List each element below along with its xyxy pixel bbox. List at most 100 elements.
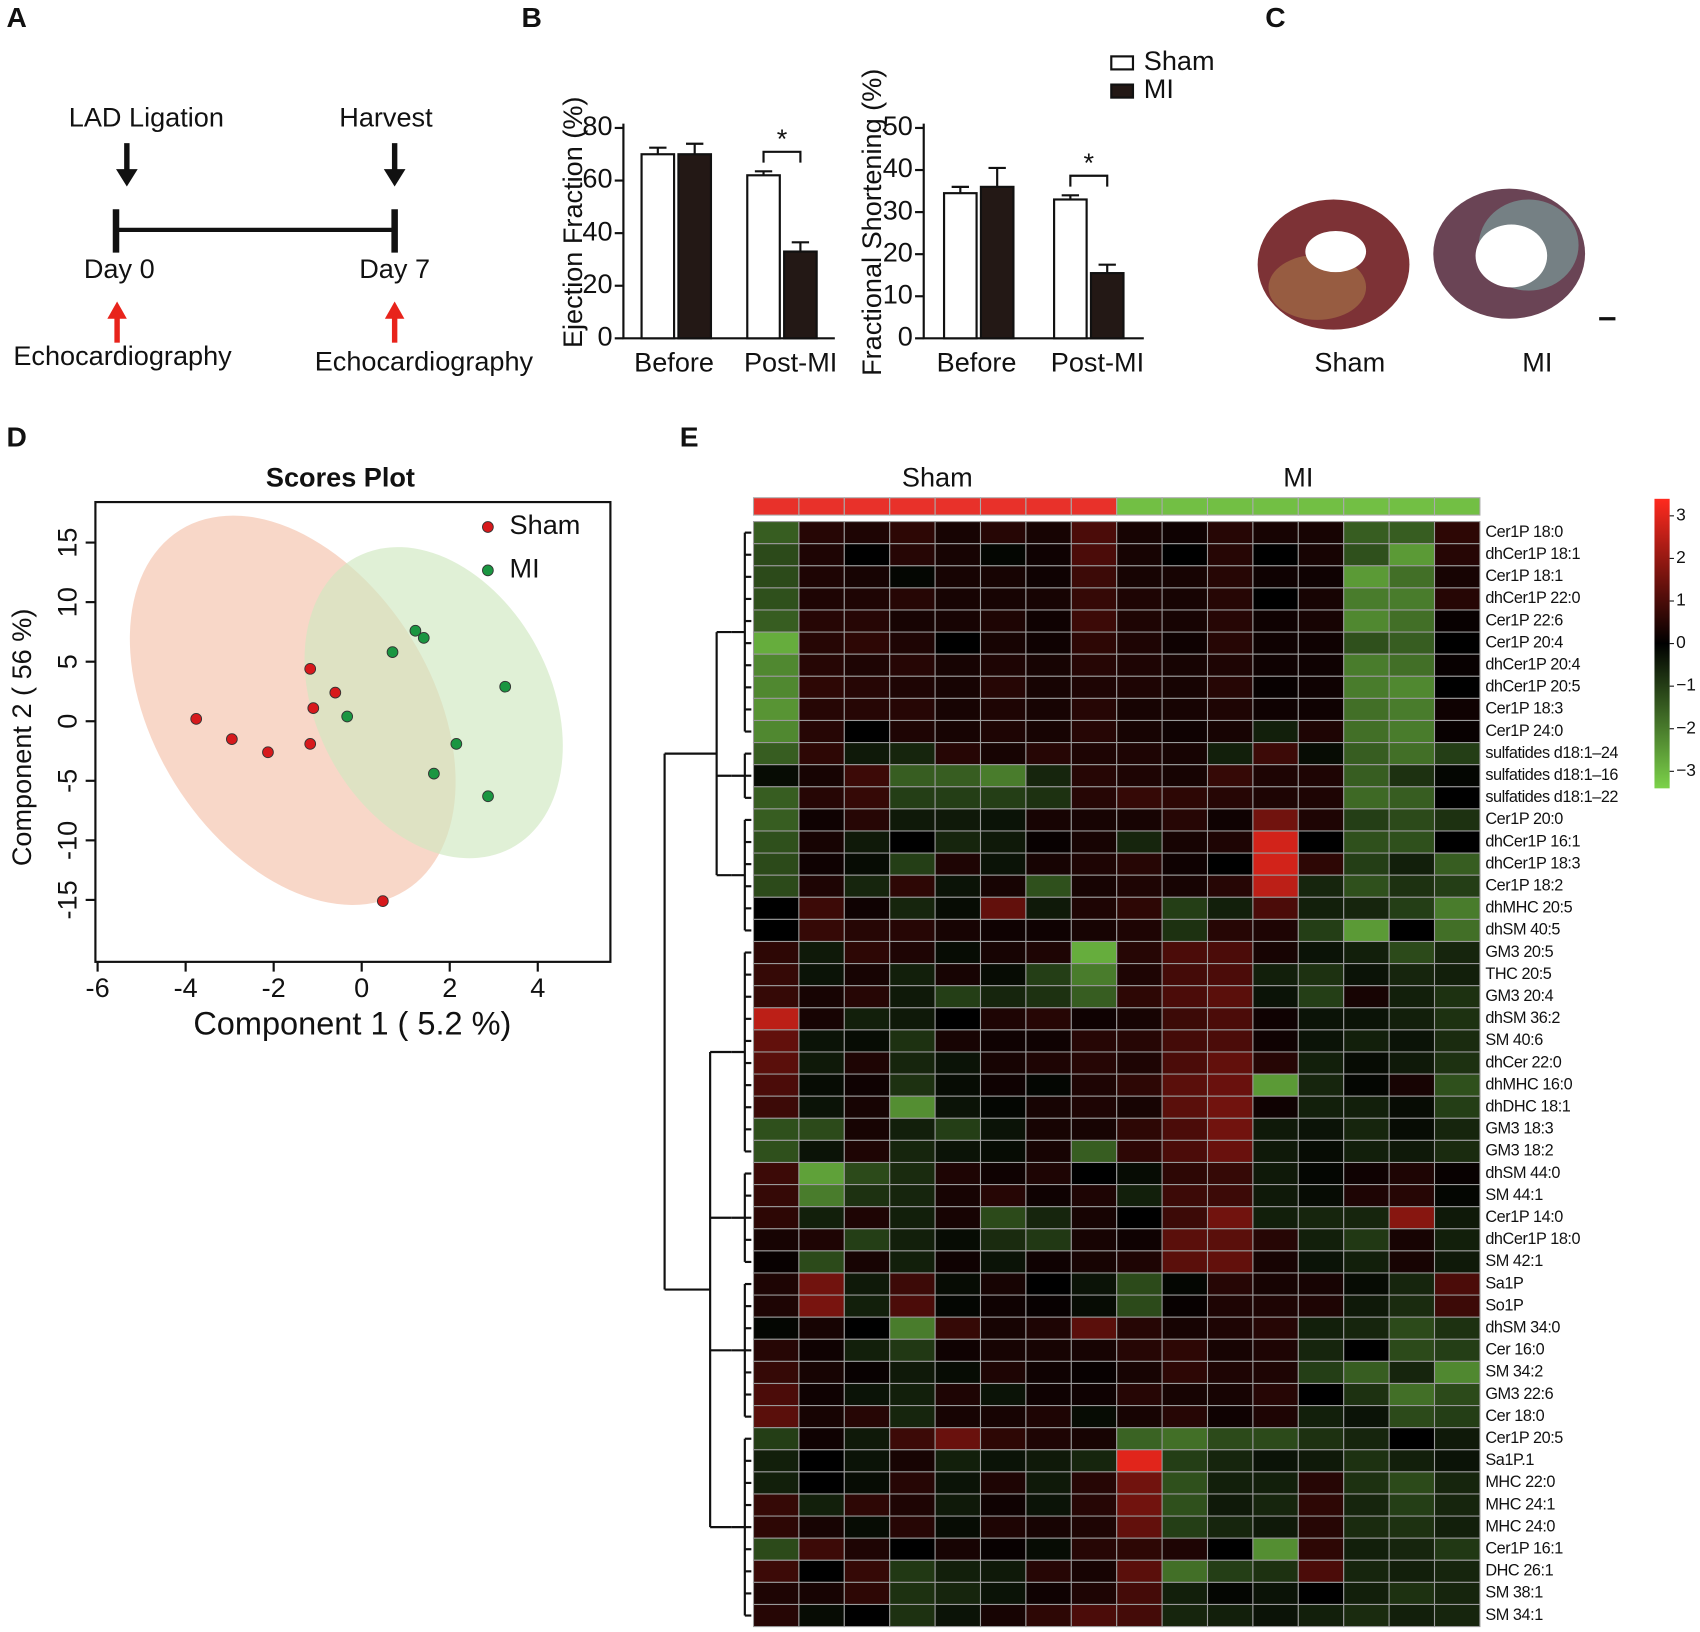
- heatmap-cell: [1388, 1250, 1436, 1274]
- heatmap-cell: [1116, 697, 1163, 722]
- heatmap-cell: [979, 697, 1027, 722]
- heatmap-cell: [979, 609, 1027, 633]
- heatmap-cell: [1433, 1405, 1481, 1429]
- y-tick-label: 15: [52, 527, 83, 557]
- heatmap-cell: [752, 1206, 800, 1230]
- heatmap-cell: [1116, 1427, 1163, 1451]
- y-tick-label: 60: [582, 163, 612, 194]
- heatmap-cell: [889, 675, 936, 699]
- heatmap-cell: [752, 1095, 800, 1119]
- legend-label: Sham: [510, 509, 581, 540]
- bar: [979, 185, 1015, 340]
- heatmap-cell: [1297, 786, 1345, 810]
- heatmap-cell: [843, 1537, 891, 1561]
- heatmap-cell: [1252, 1360, 1299, 1385]
- heatmap-cell: [1025, 786, 1072, 810]
- heatmap-cell: [979, 1603, 1027, 1628]
- heatmap-cell: [1116, 1382, 1163, 1407]
- heatmap-cell: [1116, 587, 1163, 611]
- heatmap-cell: [843, 874, 891, 898]
- heatmap-cell: [1297, 940, 1345, 965]
- heatmap-cell: [1297, 565, 1345, 589]
- heatmap-cell: [1433, 1117, 1481, 1141]
- heatmap-cell: [752, 521, 800, 545]
- heatmap-cell: [934, 1272, 982, 1296]
- heatmap-cell: [1433, 1206, 1481, 1230]
- heatmap-cell: [1206, 1029, 1254, 1053]
- heatmap-cell: [979, 808, 1027, 832]
- heatmap-cell: [1343, 587, 1390, 611]
- point: [307, 702, 320, 714]
- heatmap-cell: [979, 1581, 1027, 1606]
- heatmap-cell: [1252, 1493, 1299, 1517]
- legend-label: Sham: [1144, 45, 1215, 76]
- heatmap-cell: [843, 742, 891, 766]
- heatmap-cell: [1252, 1338, 1299, 1362]
- heatmap-cell: [1116, 764, 1163, 788]
- heatmap-cell: [1297, 1073, 1345, 1097]
- heatmap-cell: [1206, 1581, 1254, 1606]
- x-tick-label: Post-MI: [744, 347, 837, 378]
- heatmap-cell: [1161, 1228, 1209, 1252]
- heatmap-cell: [1116, 1184, 1163, 1208]
- x-tick-label: -6: [86, 972, 110, 1003]
- heatmap-cell: [1070, 521, 1118, 545]
- heatmap-cell: [1116, 1405, 1163, 1429]
- heatmap-cell: [1433, 786, 1481, 810]
- heatmap-cell: [843, 1272, 891, 1296]
- heatmap-cell: [1116, 675, 1163, 699]
- heatmap-cell: [752, 653, 800, 677]
- heatmap-cell: [1297, 1228, 1345, 1252]
- heatmap-cell: [843, 653, 891, 677]
- heatmap-cell: [1206, 1272, 1254, 1296]
- heatmap-cell: [752, 1449, 800, 1473]
- heatmap-cell: [752, 543, 800, 567]
- heatmap-cell: [798, 1603, 845, 1628]
- heatmap-cell: [1343, 1228, 1390, 1252]
- heatmap-cell: [752, 852, 800, 876]
- heatmap-cell: [1025, 1603, 1072, 1628]
- heatmap-cell: [843, 1471, 891, 1495]
- heatmap-cell: [1025, 874, 1072, 898]
- heatmap-cell: [1206, 587, 1254, 611]
- point: [262, 746, 274, 759]
- heatmap-cell: [1252, 1382, 1299, 1407]
- heatmap-cell: [1206, 830, 1254, 854]
- group-cell: [843, 497, 891, 516]
- y-axis-label: Fractional Shortening (%): [856, 69, 887, 376]
- heatmap-cell: [934, 830, 982, 854]
- heatmap-cell: [1343, 1029, 1390, 1053]
- heatmap-cell: [752, 1117, 800, 1141]
- heatmap-cell: [1433, 1007, 1481, 1031]
- heatmap-cell: [843, 786, 891, 810]
- heatmap-cell: [934, 1051, 982, 1075]
- dendrogram-branch: [731, 1173, 746, 1262]
- heatmap-cell: [889, 719, 936, 744]
- heatmap-cell: [979, 1073, 1027, 1097]
- y-tick-label: -15: [52, 880, 83, 919]
- heatmap-cell: [1343, 1272, 1390, 1296]
- heatmap-cell: [934, 918, 982, 943]
- heatmap-cell: [798, 609, 845, 633]
- heatmap-cell: [1343, 565, 1390, 589]
- heatmap-cell: [1161, 1161, 1209, 1186]
- heatmap-cell: [1252, 1007, 1299, 1031]
- heatmap-cell: [843, 764, 891, 788]
- heatmap-cell: [889, 1007, 936, 1031]
- heatmap-cell: [1433, 1471, 1481, 1495]
- heatmap-cell: [934, 543, 982, 567]
- heatmap-cell: [1116, 1515, 1163, 1539]
- legend-swatch: [1110, 83, 1135, 99]
- heatmap-cell: [752, 587, 800, 611]
- bar: [1053, 198, 1088, 340]
- dendrogram-branch: [663, 752, 717, 1291]
- heatmap-cell: [752, 1515, 800, 1539]
- heatmap-cell: [1025, 940, 1072, 965]
- heatmap-cell: [1252, 808, 1299, 832]
- heatmap-cell: [889, 1161, 936, 1186]
- heatmap-cell: [752, 1228, 800, 1252]
- y-tick-label: 80: [582, 110, 612, 141]
- heatmap-cell: [1343, 675, 1390, 699]
- heatmap-cell: [934, 1537, 982, 1561]
- heatmap-cell: [798, 786, 845, 810]
